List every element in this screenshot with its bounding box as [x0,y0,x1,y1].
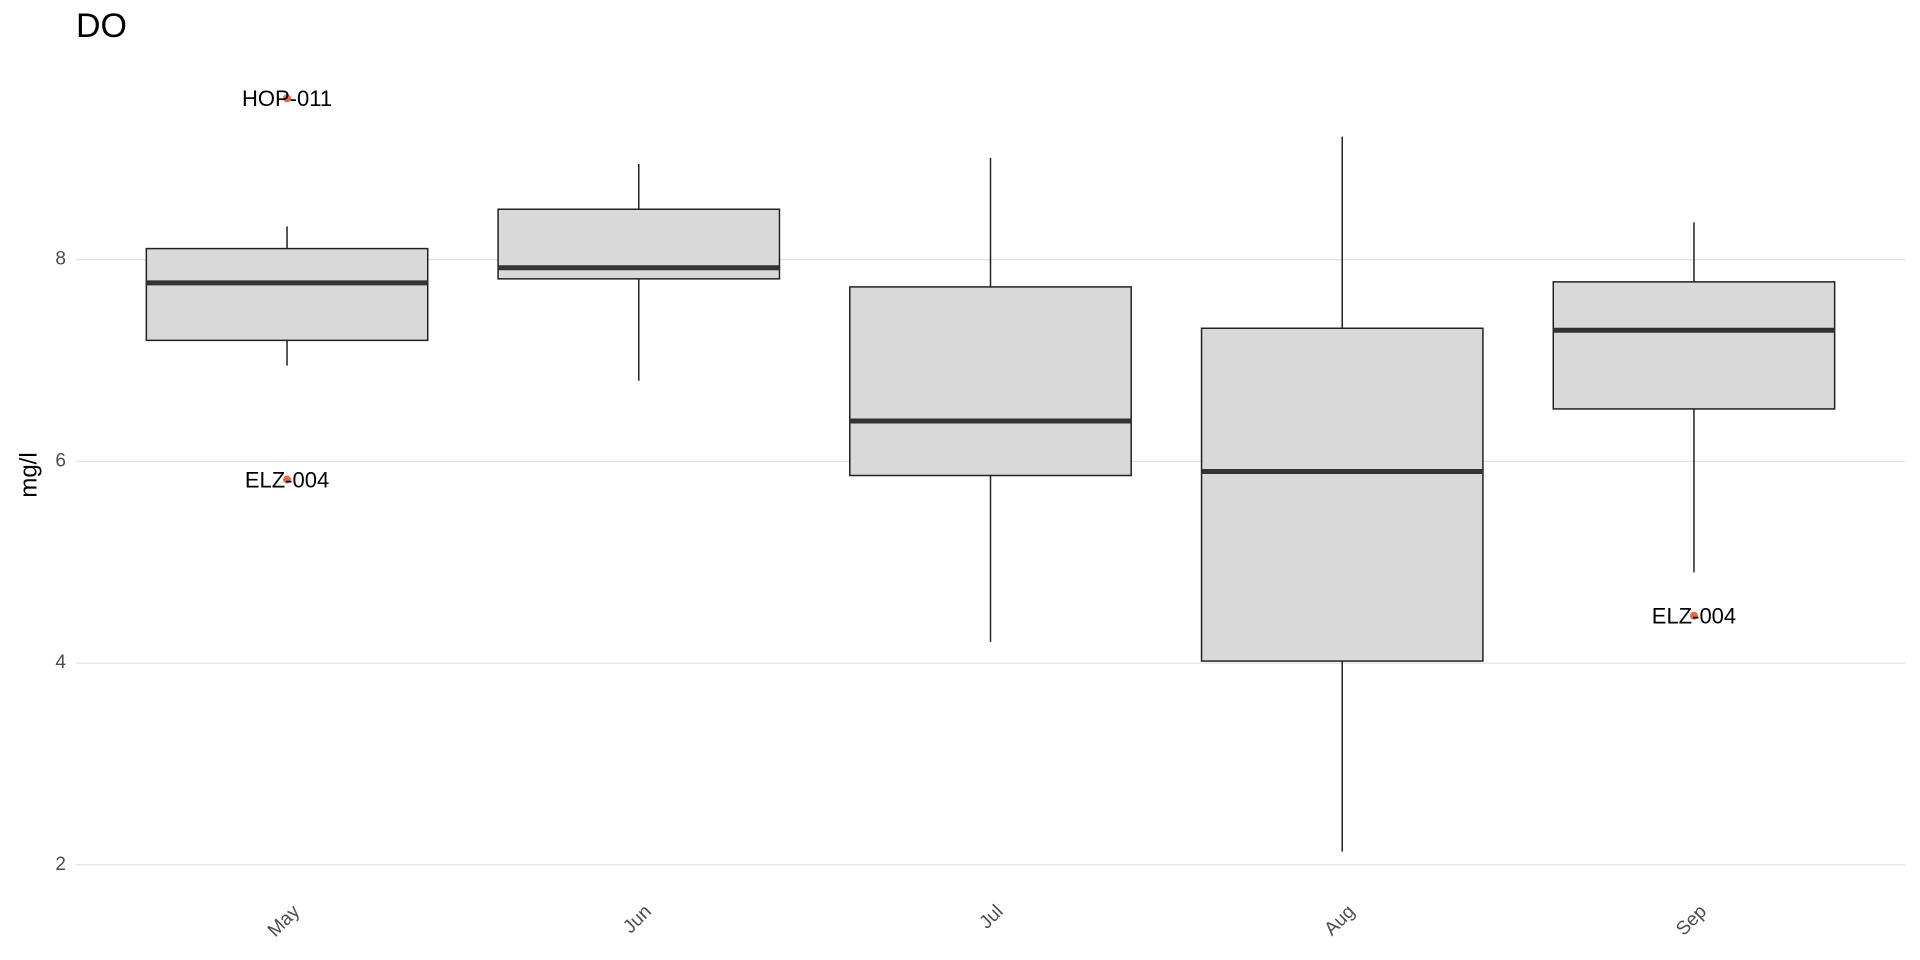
y-tick-label: 2 [55,854,66,875]
outlier-label: ELZ-004 [1652,604,1736,629]
box [849,286,1132,477]
y-tick-label: 8 [55,249,66,270]
outlier-point [283,94,292,103]
outlier-point [1689,611,1698,620]
x-tick-label: May [264,901,305,942]
x-tick-label: Aug [1321,901,1360,940]
y-axis-label: mg/l [15,452,42,497]
y-tick-label: 4 [55,652,66,673]
x-tick-label: Sep [1672,901,1711,940]
box [145,247,429,342]
y-tick-label: 6 [55,450,66,471]
outlier-label: ELZ-004 [245,467,329,492]
outlier-point [283,475,292,484]
x-tick-label: Jun [619,901,656,938]
chart-title: DO [76,7,127,45]
outlier-label: HOP-011 [242,86,332,111]
x-tick-label: Jul [976,901,1008,933]
box [1552,281,1836,410]
box [1200,327,1484,662]
